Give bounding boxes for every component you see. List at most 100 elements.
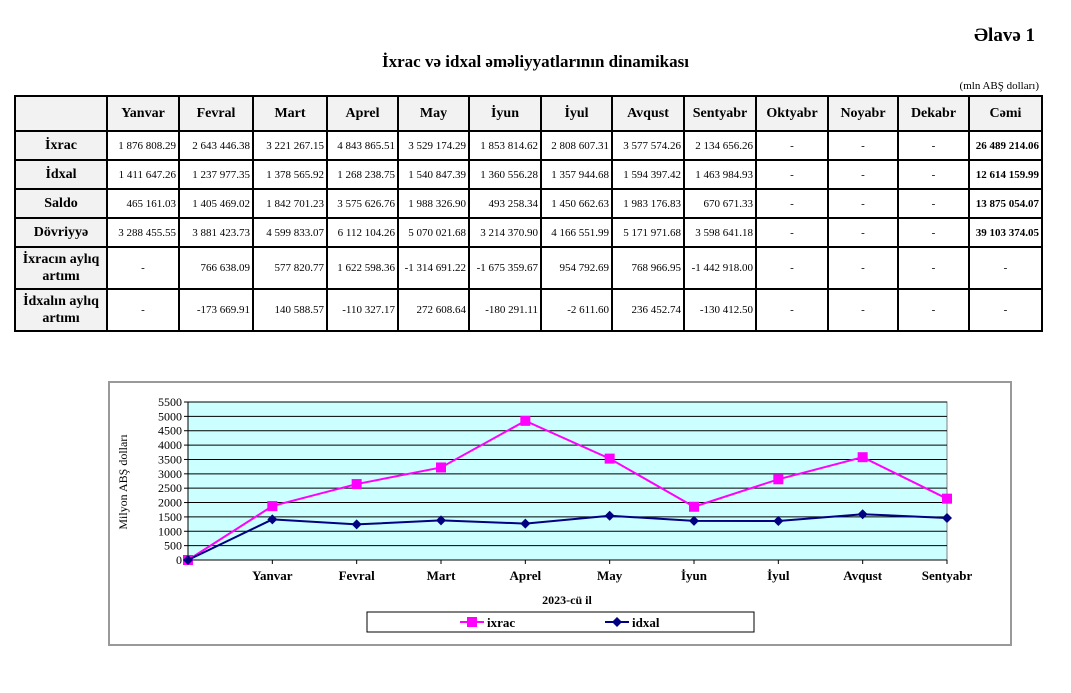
table-cell: - [827,188,899,219]
table-cell: 3 221 267.15 [252,130,328,161]
x-axis-title: 2023-cü il [542,593,592,607]
table-cell: -1 675 359.67 [468,246,542,290]
x-tick-label: Yanvar [252,568,293,583]
table-cell: 1 378 565.92 [252,159,328,190]
column-header: Dekabr [897,95,970,132]
table-cell: -130 412.50 [683,288,757,332]
table-cell: 3 575 626.76 [326,188,399,219]
table-cell: 2 643 446.38 [178,130,254,161]
data-point-idxal [604,510,615,521]
table-cell: 39 103 374.05 [968,217,1043,248]
table-cell: 768 966.95 [611,246,685,290]
table-cell: 1 594 397.42 [611,159,685,190]
data-point-ixrac [689,501,699,512]
table-cell: - [827,288,899,332]
unit-label: (mln ABŞ dolları) [959,80,1039,92]
legend [366,611,755,633]
y-tick-label: 2500 [158,481,182,495]
row-label: İdxalın aylıq artımı [14,288,108,332]
table-cell: - [755,246,829,290]
table-cell: 26 489 214.06 [968,130,1043,161]
table-cell: - [897,288,970,332]
y-tick-label: 5500 [158,395,182,409]
table-cell: 3 214 370.90 [468,217,542,248]
y-tick-label: 4500 [158,424,182,438]
table-cell: 5 171 971.68 [611,217,685,248]
table-cell: - [968,288,1043,332]
x-tick-label: Mart [427,568,457,583]
column-header: İyun [468,95,542,132]
table-cell: 3 598 641.18 [683,217,757,248]
y-tick-label: 3000 [158,467,182,481]
table-cell: 272 608.64 [397,288,470,332]
table-cell: -110 327.17 [326,288,399,332]
data-point-ixrac [942,493,952,504]
table-header-row: Yanvar Fevral Mart Aprel May İyun İyul Avqust Se… [14,95,1043,132]
y-tick-label: 500 [164,539,182,553]
table-cell: 2 808 607.31 [540,130,613,161]
table-cell: - [897,217,970,248]
table-row: Saldo 465 161.03 1 405 469.02 1 842 701.23 3… [14,188,1043,219]
y-tick-label: 1000 [158,524,182,538]
table-cell: 140 588.57 [252,288,328,332]
table-cell: 1 357 944.68 [540,159,613,190]
data-point-idxal [773,515,784,526]
table-row: İdxal 1 411 647.26 1 237 977.35 1 378 565.9… [14,159,1043,190]
table-cell: 1 463 984.93 [683,159,757,190]
table-cell: 1 876 808.29 [106,130,180,161]
data-point-ixrac [857,452,868,463]
series-line-ixrac [187,419,948,561]
table-cell: 4 166 551.99 [540,217,613,248]
x-tick-label: May [597,568,623,583]
table-cell: 3 881 423.73 [178,217,254,248]
legend-marker-idxal [612,617,622,627]
table-cell: 5 070 021.68 [397,217,470,248]
table-cell: 1 450 662.63 [540,188,613,219]
table-cell: 1 411 647.26 [106,159,180,190]
y-tick-label: 0 [176,553,182,567]
table-cell: 1 237 977.35 [178,159,254,190]
data-point-idxal [436,515,446,526]
row-label: Dövriyyə [14,217,108,248]
appendix-label: Əlavə 1 [974,25,1035,46]
column-header: Avqust [611,95,685,132]
x-tick-label: İyul [767,568,790,583]
column-header: Aprel [326,95,399,132]
table-cell: 1 405 469.02 [178,188,254,219]
chart-frame [108,381,1012,646]
data-point-ixrac [520,415,531,426]
table-cell: - [106,246,180,290]
column-header [14,95,108,132]
table-cell: 13 875 054.07 [968,188,1043,219]
table-cell: - [755,288,829,332]
table-cell: - [827,130,899,161]
table-cell: 3 529 174.29 [397,130,470,161]
table-cell: 1 983 176.83 [611,188,685,219]
table-cell: - [897,130,970,161]
table-cell: - [827,159,899,190]
x-tick-label: Sentyabr [922,568,973,583]
table-cell: -2 611.60 [540,288,613,332]
legend-label-ixrac: ixrac [487,615,515,630]
data-point-idxal [351,519,362,530]
table-row: Dövriyyə 3 288 455.55 3 881 423.73 4 599 83… [14,217,1043,248]
table-cell: - [968,246,1043,290]
data-point-ixrac [267,501,278,512]
x-tick-label: İyun [681,568,708,583]
table-cell: 1 360 556.28 [468,159,542,190]
table-cell: 465 161.03 [106,188,180,219]
table-cell: 1 540 847.39 [397,159,470,190]
table-cell: 1 268 238.75 [326,159,399,190]
table-cell: 954 792.69 [540,246,613,290]
table-cell: 493 258.34 [468,188,542,219]
x-tick-label: Fevral [339,568,375,583]
data-point-idxal [520,518,531,529]
y-axis-title: Milyon ABŞ dolları [116,434,130,530]
column-header: Sentyabr [683,95,757,132]
x-tick-label: Aprel [510,568,542,583]
table-cell: 1 988 326.90 [397,188,470,219]
table-cell: 1 853 814.62 [468,130,542,161]
y-tick-label: 2000 [158,496,182,510]
data-point-ixrac [604,453,615,464]
table-cell: - [755,217,829,248]
